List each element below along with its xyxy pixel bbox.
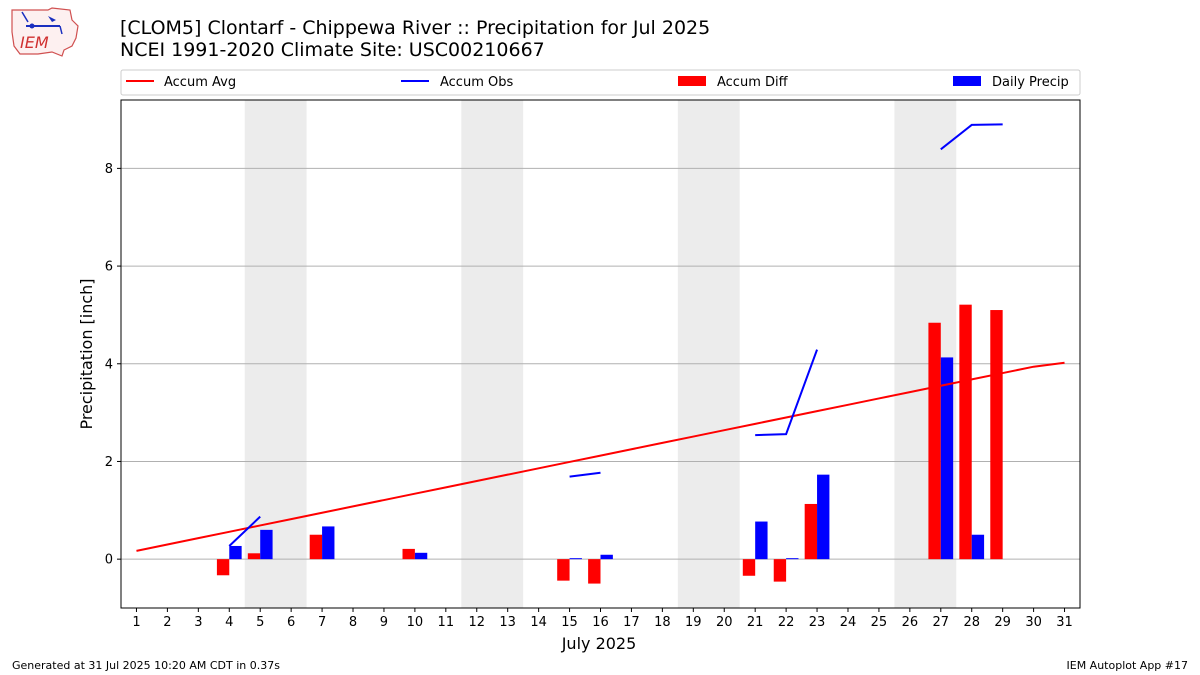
daily-precip-bar — [600, 554, 613, 560]
x-tick-label: 29 — [994, 615, 1011, 630]
x-tick-label: 1 — [132, 615, 140, 630]
x-tick-label: 24 — [840, 615, 857, 630]
daily-precip-bar — [322, 526, 335, 560]
x-tick-label: 2 — [163, 615, 171, 630]
daily-precip-bar — [817, 474, 830, 560]
accum-diff-bar — [216, 559, 230, 576]
accum-diff-bar — [309, 534, 323, 560]
chart-title-block: [CLOM5] Clontarf - Chippewa River :: Pre… — [120, 17, 710, 61]
y-tick-label: 2 — [105, 455, 113, 470]
weekend-shade — [244, 100, 307, 608]
accum-obs-line — [228, 515, 261, 547]
accum-diff-bar — [959, 304, 972, 560]
accum-diff-bar — [742, 559, 756, 576]
app-credit: IEM Autoplot App #17 — [1066, 659, 1189, 672]
x-tick-label: 7 — [318, 615, 326, 630]
x-tick-label: 17 — [623, 615, 640, 630]
y-tick-label: 0 — [105, 553, 113, 568]
accum-lines — [136, 123, 1065, 552]
x-tick-label: 18 — [654, 615, 671, 630]
y-tick-label: 8 — [105, 162, 113, 177]
x-tick-label: 13 — [499, 615, 516, 630]
y-tick-label: 4 — [105, 357, 113, 372]
x-axis-label: July 2025 — [561, 634, 637, 653]
accum-diff-bar — [247, 553, 261, 560]
chart-title: [CLOM5] Clontarf - Chippewa River :: Pre… — [120, 17, 711, 39]
y-axis-ticks: 0 2 4 6 8 — [105, 162, 121, 568]
accum-obs-line — [755, 349, 818, 437]
x-tick-label: 22 — [778, 615, 795, 630]
x-tick-label: 19 — [685, 615, 702, 630]
logo-text: IEM — [20, 33, 49, 52]
x-tick-label: 20 — [716, 615, 733, 630]
x-tick-label: 16 — [592, 615, 609, 630]
generated-timestamp: Generated at 31 Jul 2025 10:20 AM CDT in… — [12, 659, 280, 672]
iem-logo: IEM — [8, 6, 80, 58]
accum-obs-line — [569, 471, 601, 478]
accum-avg-line — [136, 361, 1065, 552]
weekend-shading — [244, 100, 957, 608]
legend-accum-avg-label: Accum Avg — [164, 75, 236, 90]
weekend-shade — [677, 100, 740, 608]
x-tick-label: 11 — [438, 615, 455, 630]
x-tick-label: 12 — [468, 615, 485, 630]
weekend-shade — [461, 100, 524, 608]
bars — [216, 304, 1003, 584]
x-tick-label: 23 — [809, 615, 826, 630]
accum-obs-line — [940, 123, 1003, 151]
accum-diff-bar — [557, 559, 570, 581]
daily-precip-bar — [786, 558, 799, 560]
x-tick-label: 14 — [530, 615, 547, 630]
x-tick-label: 10 — [407, 615, 424, 630]
legend-accum-diff-swatch — [678, 76, 706, 86]
x-tick-label: 21 — [747, 615, 764, 630]
accum-diff-bar — [928, 322, 941, 560]
legend-accum-obs-label: Accum Obs — [440, 75, 513, 90]
x-tick-label: 8 — [349, 615, 357, 630]
legend-accum-diff-label: Accum Diff — [717, 75, 789, 90]
accum-diff-bar — [804, 503, 818, 560]
x-tick-label: 6 — [287, 615, 295, 630]
legend: Accum Avg Accum Obs Accum Diff Daily Pre… — [120, 69, 1081, 96]
legend-daily-precip-swatch — [953, 76, 981, 86]
x-tick-label: 5 — [256, 615, 264, 630]
accum-diff-bar — [588, 559, 601, 584]
accum-diff-bar — [402, 548, 415, 560]
accum-diff-bar — [990, 310, 1003, 560]
x-tick-label: 9 — [380, 615, 388, 630]
y-tick-label: 6 — [105, 260, 113, 275]
x-tick-label: 30 — [1025, 615, 1042, 630]
daily-precip-bar — [569, 558, 582, 560]
x-axis-ticks: 1 2 3 4 5 6 7 8 9 10 11 12 13 14 15 16 17 18 19 20 21 22 23 24 2… — [132, 608, 1073, 630]
x-tick-label: 15 — [561, 615, 578, 630]
x-tick-label: 31 — [1056, 615, 1073, 630]
daily-precip-bar — [971, 534, 985, 560]
daily-precip-bar — [940, 357, 954, 560]
y-axis-label: Precipitation [inch] — [77, 278, 96, 429]
daily-precip-bar — [755, 521, 768, 560]
x-tick-label: 26 — [902, 615, 919, 630]
chart-subtitle: NCEI 1991-2020 Climate Site: USC00210667 — [120, 39, 545, 61]
x-tick-label: 4 — [225, 615, 233, 630]
legend-daily-precip-label: Daily Precip — [992, 75, 1069, 90]
x-tick-label: 27 — [933, 615, 950, 630]
x-tick-label: 25 — [871, 615, 888, 630]
x-tick-label: 28 — [963, 615, 980, 630]
x-tick-label: 3 — [194, 615, 202, 630]
accum-diff-bar — [773, 559, 787, 582]
daily-precip-bar — [229, 545, 242, 560]
daily-precip-bar — [260, 529, 273, 560]
daily-precip-bar — [414, 552, 428, 560]
legend-frame — [120, 69, 1081, 96]
